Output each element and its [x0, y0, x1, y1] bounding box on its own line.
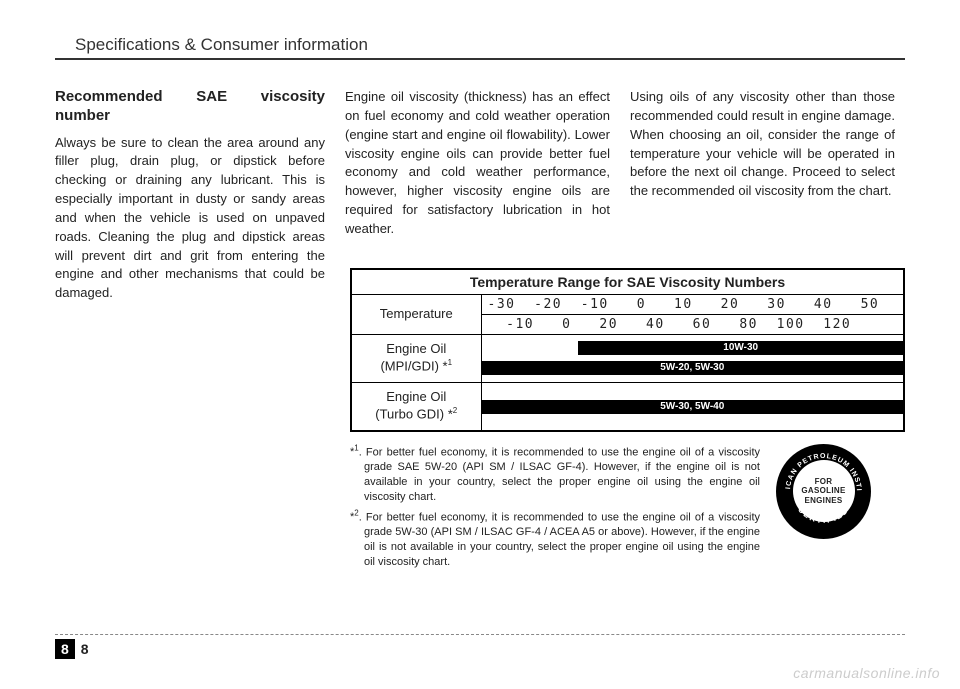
f2-text: . For better fuel economy, it is recomme…	[359, 511, 760, 568]
table-title: Temperature Range for SAE Viscosity Numb…	[351, 269, 904, 295]
f1-text: . For better fuel economy, it is recomme…	[359, 446, 760, 503]
page-footer: 8 8	[55, 634, 905, 659]
footnotes-block: *1. For better fuel economy, it is recom…	[350, 444, 905, 574]
subheading: Recommended SAE viscosity number	[55, 88, 325, 126]
svg-text:CERTIFIED: CERTIFIED	[796, 505, 851, 525]
col3-body: Using oils of any viscosity other than t…	[630, 88, 895, 201]
row2-label: Engine Oil (Turbo GDI) *2	[351, 383, 481, 431]
footnotes-text: *1. For better fuel economy, it is recom…	[350, 444, 760, 574]
section-tab: 8	[55, 639, 75, 659]
row1-sup: 1	[448, 358, 452, 367]
footnote-2: *2. For better fuel economy, it is recom…	[350, 509, 760, 570]
viscosity-table: Temperature Range for SAE Viscosity Numb…	[350, 268, 905, 432]
table-and-notes: Temperature Range for SAE Viscosity Numb…	[350, 268, 905, 574]
page-number: 8 8	[55, 639, 905, 659]
bar-5w30-5w40: 5W-30, 5W-40	[482, 400, 904, 414]
bar-5w20-5w30: 5W-20, 5W-30	[482, 361, 904, 375]
col2-body: Engine oil viscosity (thickness) has an …	[345, 88, 610, 239]
row2-line2: (Turbo GDI) *	[375, 406, 453, 421]
row1-label: Engine Oil (MPI/GDI) *1	[351, 335, 481, 383]
row1-line1: Engine Oil	[386, 341, 446, 356]
col1-body: Always be sure to clean the area around …	[55, 134, 325, 304]
page-num-value: 8	[81, 641, 89, 657]
row2-sup: 2	[453, 406, 457, 415]
header-rule	[55, 58, 905, 60]
watermark: carmanualsonline.info	[793, 665, 940, 681]
row1-line2: (MPI/GDI) *	[380, 359, 447, 374]
temp-label-cell: Temperature	[351, 295, 481, 335]
row2-line1: Engine Oil	[386, 389, 446, 404]
fahrenheit-row: -10 0 20 40 60 80 100 120	[481, 315, 904, 335]
bar-10w30: 10W-30	[578, 341, 903, 355]
celsius-row: -30 -20 -10 0 10 20 30 40 50	[481, 295, 904, 315]
row2-bars: 5W-30, 5W-40	[481, 383, 904, 431]
page-header: Specifications & Consumer information	[55, 35, 905, 55]
column-1: Recommended SAE viscosity number Always …	[55, 88, 325, 303]
f2-prefix: *2	[350, 511, 359, 523]
svg-text:AMERICAN PETROLEUM INSTITUTE: AMERICAN PETROLEUM INSTITUTE	[776, 444, 862, 492]
row1-bars: 10W-30 5W-20, 5W-30	[481, 335, 904, 383]
api-seal-icon: AMERICAN PETROLEUM INSTITUTE CERTIFIED F…	[776, 444, 871, 539]
f1-prefix: *1	[350, 446, 359, 458]
footnote-1: *1. For better fuel economy, it is recom…	[350, 444, 760, 505]
